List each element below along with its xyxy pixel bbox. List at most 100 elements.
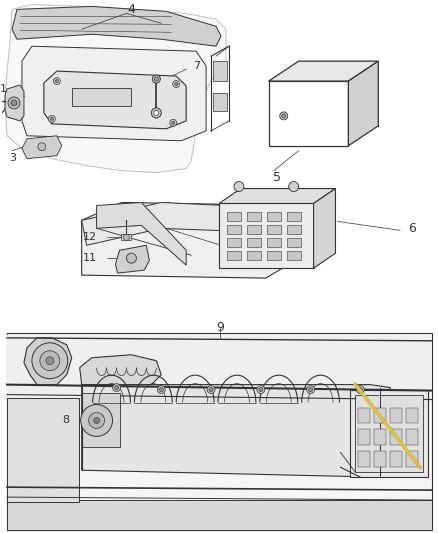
Bar [287,225,300,235]
Polygon shape [80,355,161,385]
Circle shape [170,119,177,126]
Bar [267,225,281,235]
Text: 8: 8 [63,415,70,425]
Bar [267,251,281,260]
Circle shape [282,114,286,118]
Bar [358,430,370,446]
Circle shape [113,384,120,392]
Circle shape [81,405,113,437]
Bar [374,408,386,423]
Polygon shape [81,203,296,278]
Polygon shape [24,338,72,385]
Polygon shape [22,46,206,141]
Bar [121,235,131,240]
Circle shape [207,385,215,393]
Circle shape [8,97,20,109]
Bar [287,251,300,260]
Bar [7,398,79,502]
Bar [227,213,241,221]
Bar [406,451,418,467]
Bar [247,225,261,235]
Circle shape [173,80,180,87]
Polygon shape [269,61,378,81]
Circle shape [127,253,136,263]
Bar [390,451,402,467]
Bar [227,225,241,235]
Text: 7: 7 [193,61,200,71]
Text: 9: 9 [216,321,224,334]
Bar [7,335,432,402]
Circle shape [257,385,265,393]
Polygon shape [81,385,390,477]
Polygon shape [22,136,62,159]
Bar [7,500,432,530]
Circle shape [11,100,17,106]
Bar [374,430,386,446]
Circle shape [172,122,175,124]
Circle shape [358,387,362,392]
Circle shape [114,385,119,390]
Bar [213,61,227,81]
Bar [247,213,261,221]
Text: 12: 12 [82,232,97,243]
Polygon shape [12,6,221,46]
Polygon shape [269,81,348,146]
Circle shape [280,112,288,120]
Circle shape [40,351,60,370]
Polygon shape [348,61,378,146]
Bar [267,213,281,221]
Bar [350,390,428,477]
Bar [7,333,432,530]
Bar [390,430,402,446]
Circle shape [159,387,163,392]
Circle shape [307,385,314,393]
Text: 3: 3 [9,152,16,163]
Circle shape [152,108,161,118]
Polygon shape [219,189,336,204]
Circle shape [175,83,178,85]
Bar [287,238,300,247]
Bar [406,408,418,423]
Circle shape [88,413,105,429]
Text: 5: 5 [273,171,281,184]
Polygon shape [314,189,336,268]
Circle shape [55,79,58,83]
Polygon shape [44,71,186,129]
Bar [247,238,261,247]
Polygon shape [219,204,314,268]
Circle shape [259,387,263,392]
Text: 11: 11 [83,253,97,263]
Bar [227,251,241,260]
Bar [355,394,423,472]
Bar [390,408,402,423]
Bar [72,88,131,106]
Circle shape [234,182,244,191]
Bar [267,238,281,247]
Circle shape [38,143,46,151]
Circle shape [94,417,99,423]
Circle shape [209,387,213,392]
Text: 6: 6 [408,222,416,235]
Bar [227,238,241,247]
Polygon shape [116,245,149,273]
Circle shape [154,110,159,115]
Circle shape [154,77,158,81]
Bar [287,213,300,221]
Bar [406,430,418,446]
Polygon shape [81,203,286,245]
Circle shape [46,357,54,365]
Bar [213,93,227,111]
Circle shape [50,117,53,120]
Circle shape [48,115,55,123]
Circle shape [53,78,60,85]
Circle shape [32,343,68,378]
Text: 1: 1 [0,84,7,94]
Circle shape [357,385,364,393]
Text: 4: 4 [127,3,135,16]
Bar [358,451,370,467]
Circle shape [152,75,160,83]
Bar [247,251,261,260]
Circle shape [289,182,299,191]
Bar [81,393,120,447]
Polygon shape [5,85,24,121]
